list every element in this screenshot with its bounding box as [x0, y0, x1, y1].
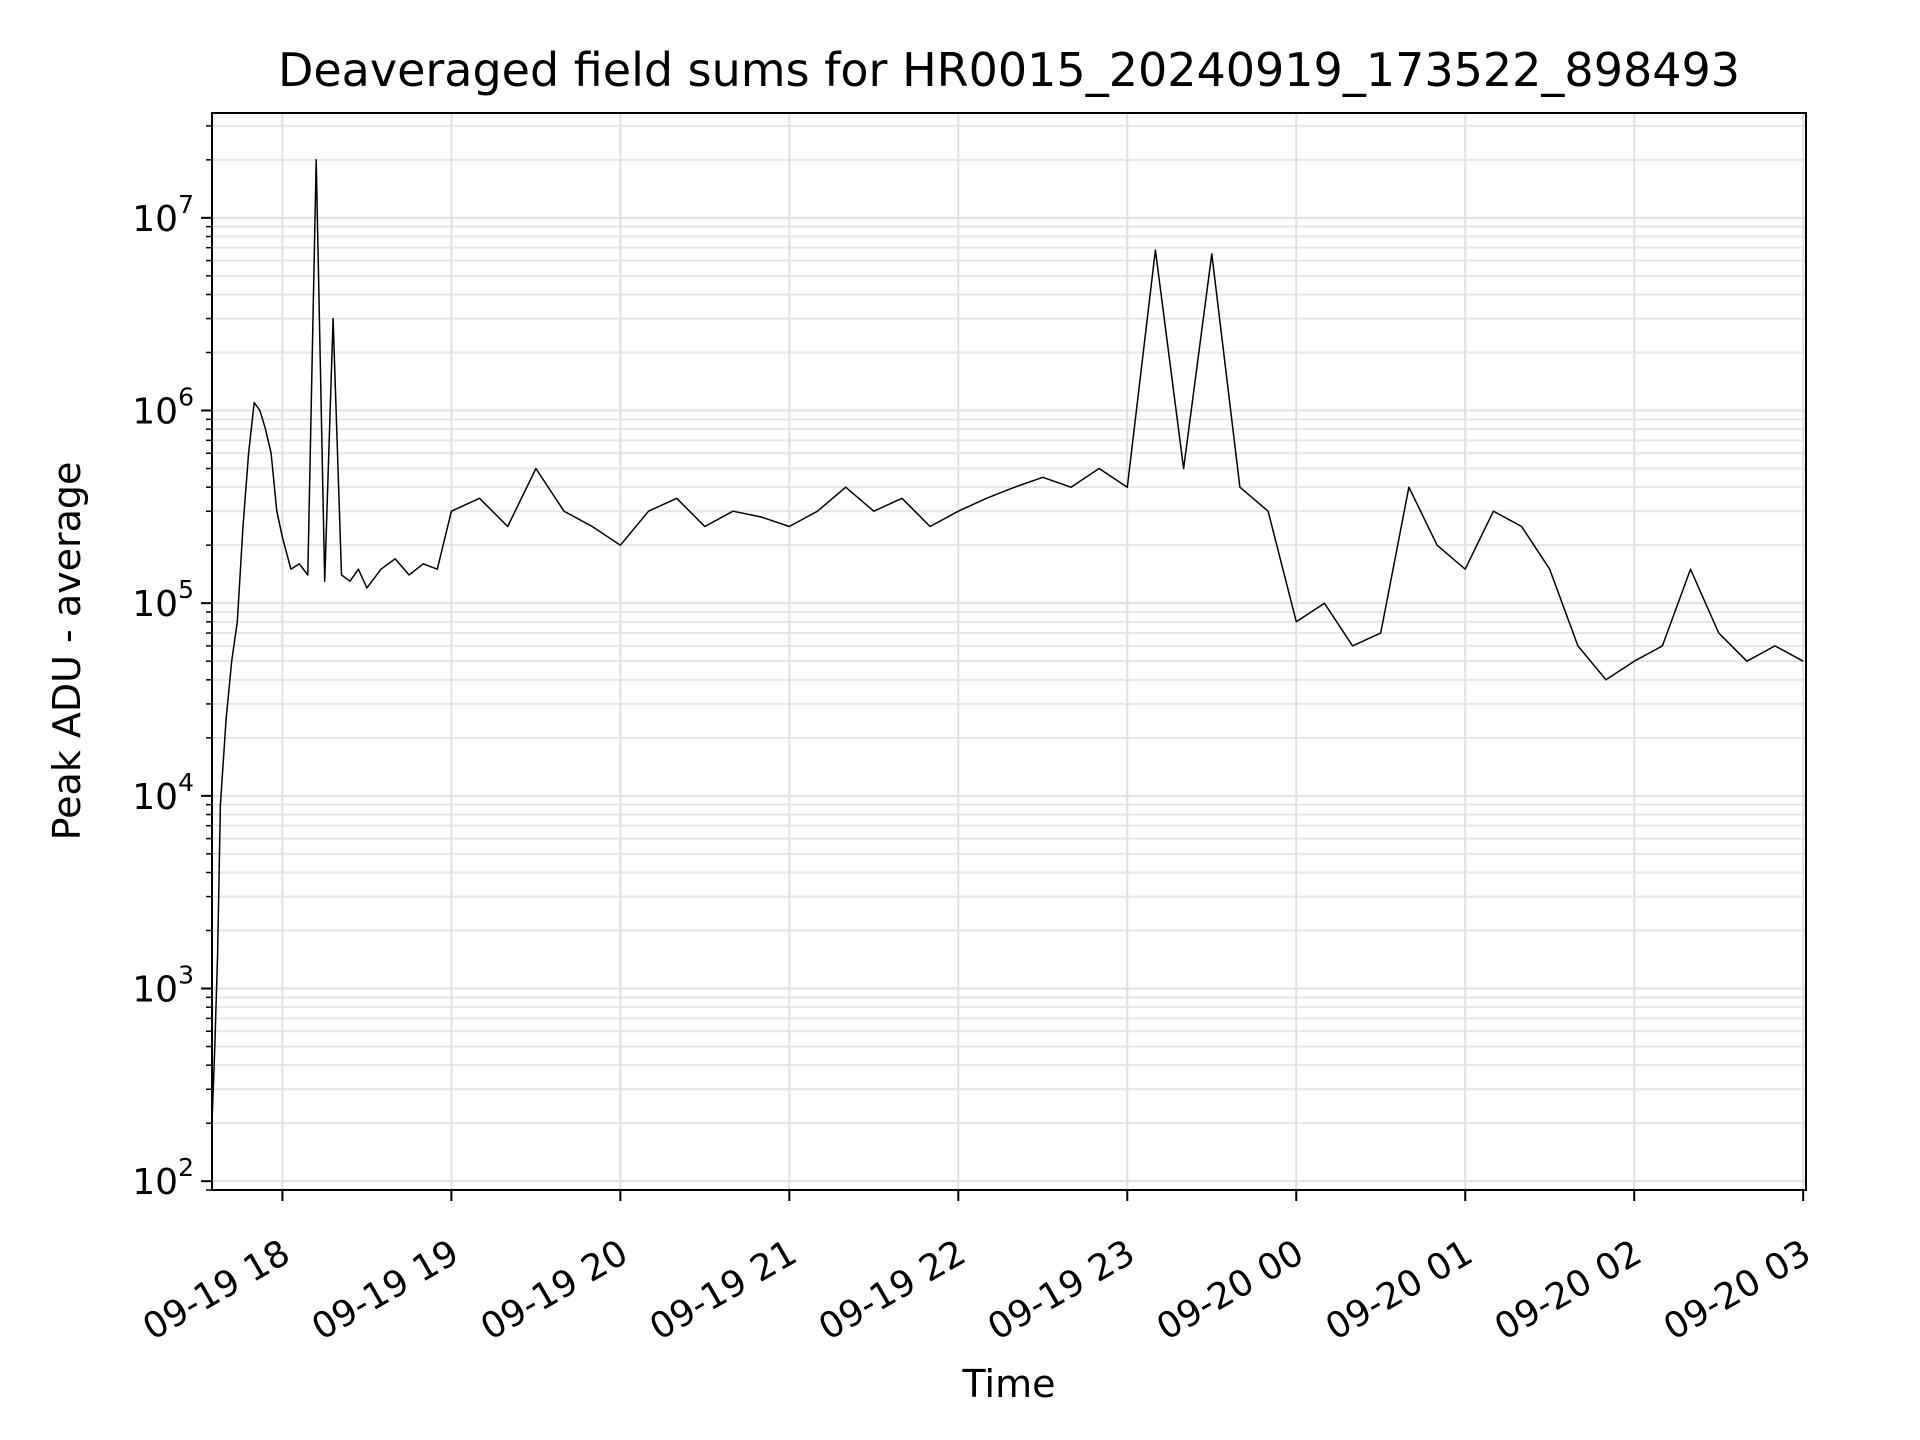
y-tick-label: 106: [132, 382, 194, 432]
grid: [212, 113, 1806, 1191]
y-tick-label: 107: [132, 190, 194, 240]
y-tick-label: 102: [132, 1153, 194, 1203]
plot-frame: [211, 112, 1807, 1191]
chart-title: Deaveraged field sums for HR0015_2024091…: [278, 43, 1740, 97]
series-line: [211, 159, 1804, 1124]
y-axis-ticks: 102 103 104 105 106 107: [132, 125, 212, 1203]
y-axis-label: Peak ADU - average: [45, 462, 89, 841]
y-tick-label: 103: [132, 961, 194, 1011]
x-axis-label: Time: [962, 1362, 1056, 1406]
y-tick-label: 105: [132, 575, 194, 625]
y-tick-label: 104: [132, 768, 194, 818]
series-layer: [211, 159, 1804, 1124]
